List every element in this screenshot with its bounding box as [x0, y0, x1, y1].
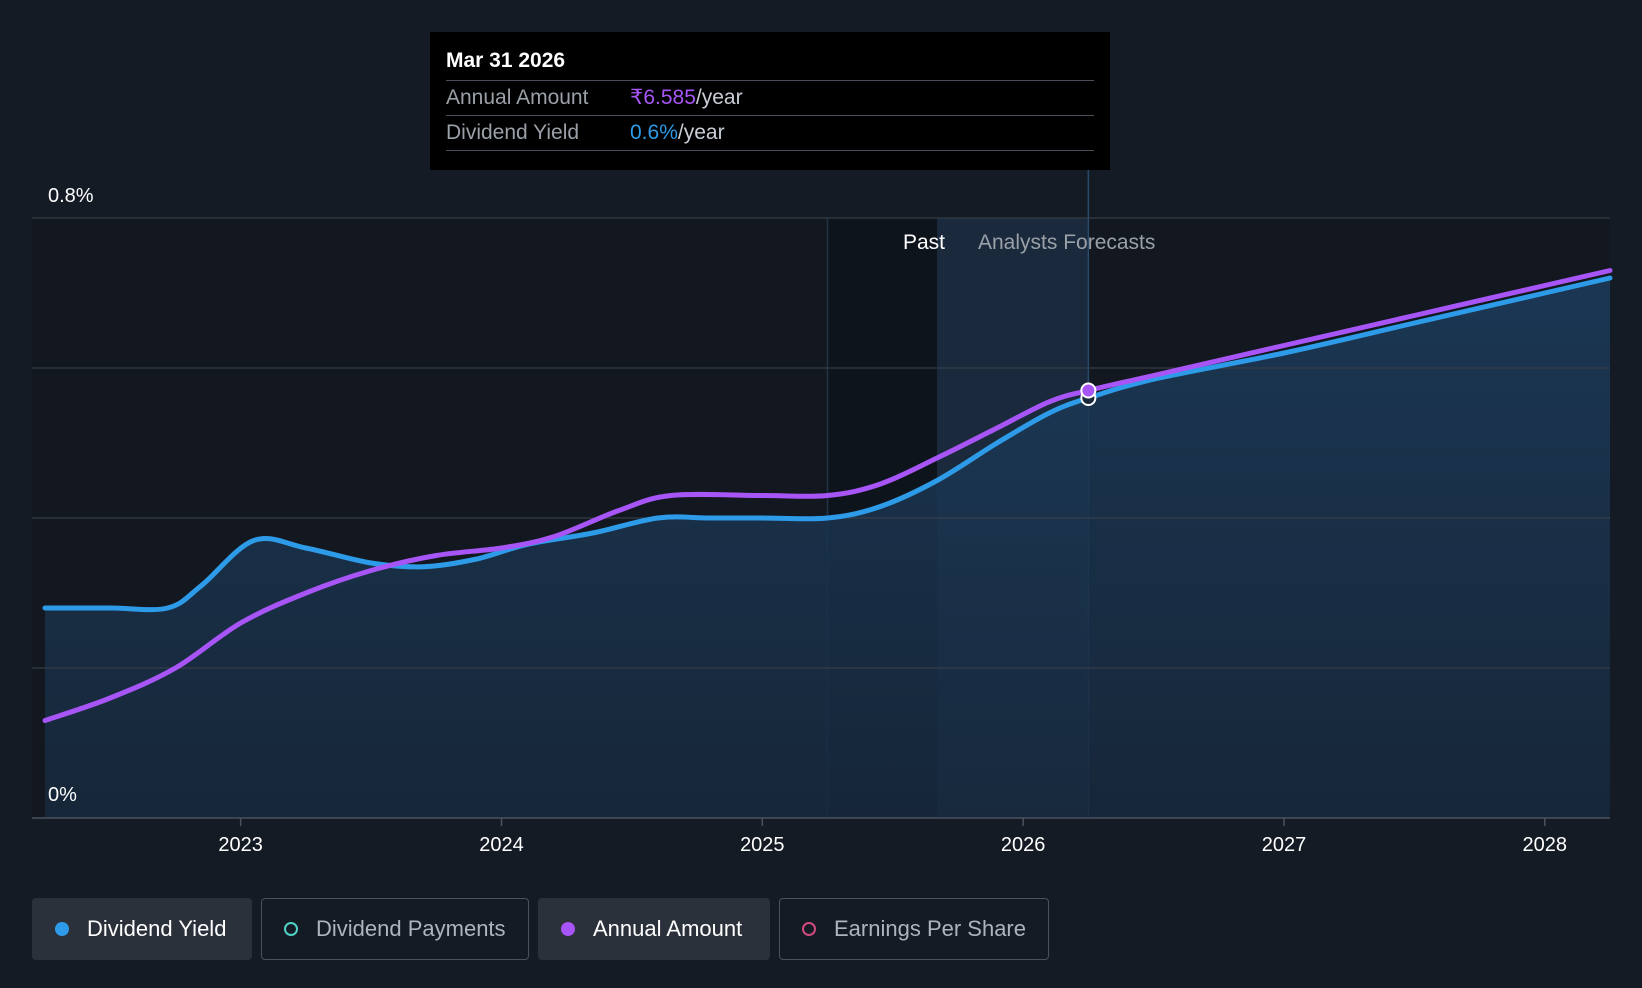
tooltip-unit: /year — [677, 121, 725, 144]
marker-annual-amount — [1080, 382, 1097, 399]
tooltip-label: Annual Amount — [446, 86, 589, 109]
legend-ring-icon — [284, 922, 298, 936]
legend-toggle-annual-amount[interactable]: Annual Amount — [538, 898, 770, 960]
x-tick-label: 2024 — [479, 834, 524, 856]
legend-ring-icon — [802, 922, 816, 936]
tooltip-date: Mar 31 2026 — [446, 49, 566, 72]
tooltip-label: Dividend Yield — [446, 121, 580, 144]
forecast-region-label: Analysts Forecasts — [978, 231, 1155, 254]
legend-dot-icon — [55, 922, 69, 936]
dividend-yield-area — [45, 278, 1611, 818]
legend-toggle-dividend-yield[interactable]: Dividend Yield — [32, 898, 252, 960]
legend-toggle-earnings-per-share[interactable]: Earnings Per Share — [779, 898, 1049, 960]
x-tick-label: 2028 — [1523, 834, 1568, 856]
x-tick-label: 2027 — [1262, 834, 1307, 856]
legend-label: Annual Amount — [593, 916, 743, 941]
tooltip-value: ₹6.585 — [630, 86, 696, 109]
x-tick-label: 2026 — [1001, 834, 1046, 856]
series-line-annual-amount — [42, 268, 1613, 723]
legend-toggle-dividend-payments[interactable]: Dividend Payments — [261, 898, 529, 960]
legend-label: Dividend Payments — [316, 916, 506, 941]
y-axis-top-label: 0.8% — [48, 185, 94, 207]
legend-label: Earnings Per Share — [834, 916, 1026, 941]
legend-label: Dividend Yield — [87, 916, 227, 941]
tooltip-row-dividend-yield: Dividend Yield 0.6% /year — [446, 115, 1094, 151]
tooltip-unit: /year — [695, 86, 743, 109]
legend-dot-icon — [561, 922, 575, 936]
tooltip-value: 0.6% — [630, 121, 678, 144]
past-region-label: Past — [903, 231, 945, 254]
series-line-dividend-yield — [42, 275, 1613, 613]
x-tick-label: 2023 — [218, 834, 263, 856]
chart-tooltip: Mar 31 2026 Annual Amount ₹6.585 /year D… — [430, 32, 1110, 170]
chart-legend: Dividend Yield Dividend Payments Annual … — [32, 898, 1049, 960]
x-tick-label: 2025 — [740, 834, 785, 856]
y-axis-bottom-label: 0% — [48, 784, 77, 806]
tooltip-row-annual-amount: Annual Amount ₹6.585 /year — [446, 80, 1094, 115]
